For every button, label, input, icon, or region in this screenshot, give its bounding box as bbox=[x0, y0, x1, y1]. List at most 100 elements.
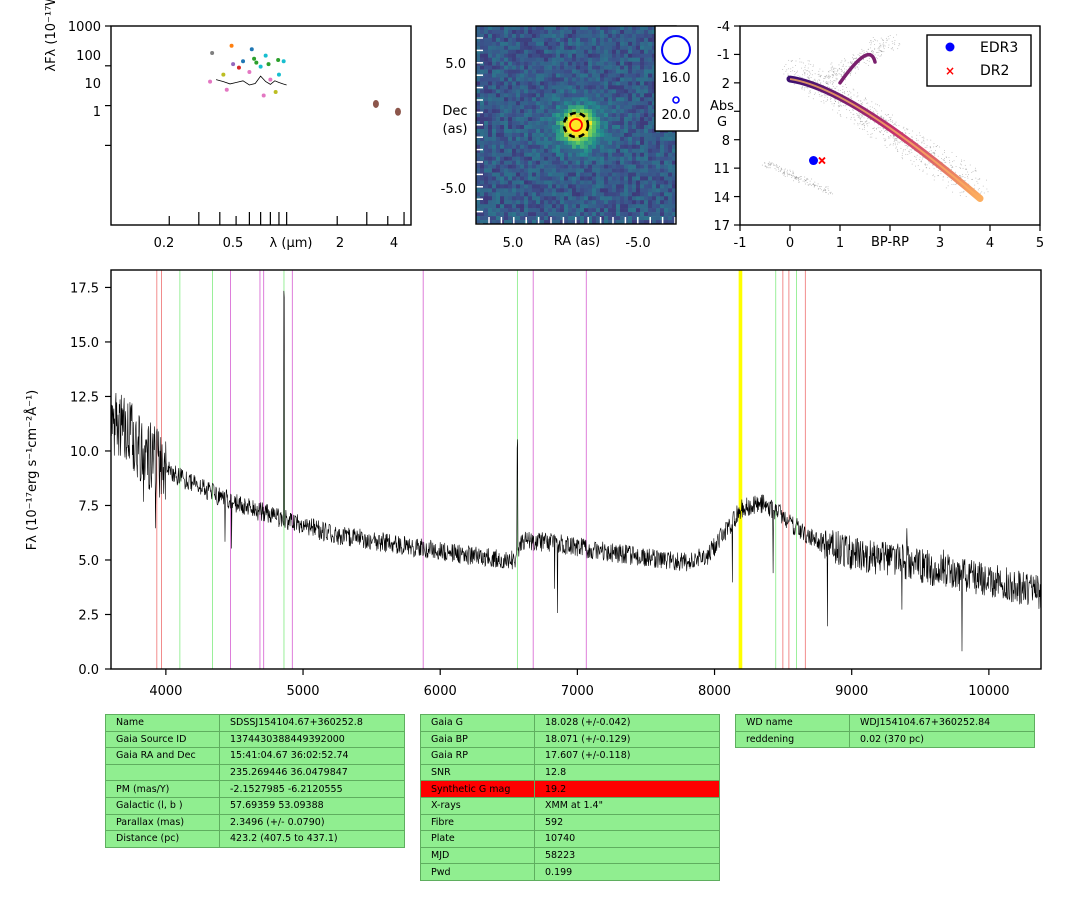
spectrum-trace bbox=[110, 290, 1042, 652]
sed-photometry-point bbox=[273, 89, 278, 94]
sed-photometry-point bbox=[221, 72, 226, 77]
hr-xtick-label: 0 bbox=[786, 236, 794, 251]
info-key: PM (mas/Y) bbox=[105, 780, 220, 798]
aperture-circle bbox=[562, 111, 590, 139]
info-key bbox=[105, 763, 220, 782]
spectrum-ytick-label: 12.5 bbox=[70, 390, 99, 405]
spectrum-ytick-label: 17.5 bbox=[70, 281, 99, 296]
sed-photometry-point bbox=[229, 43, 234, 48]
info-row: Gaia RP 17.607 (+/-0.118) bbox=[420, 747, 720, 765]
sed-xtick-label: 4 bbox=[390, 236, 398, 251]
spectrum-ytick-label: 10.0 bbox=[70, 445, 99, 460]
info-value: 423.2 (407.5 to 437.1) bbox=[219, 830, 405, 848]
info-row: Distance (pc) 423.2 (407.5 to 437.1) bbox=[105, 830, 405, 848]
target-marker bbox=[569, 118, 583, 132]
hr-giant-branch bbox=[838, 52, 877, 85]
info-key: Distance (pc) bbox=[105, 830, 220, 848]
info-row: X-rays XMM at 1.4" bbox=[420, 796, 720, 815]
hr-xtick-label: 5 bbox=[1036, 236, 1044, 251]
sed-ytick-label: 100 bbox=[76, 49, 101, 64]
spectrum-xtick-label: 4000 bbox=[149, 684, 182, 699]
info-row: Plate 10740 bbox=[420, 830, 720, 848]
hr-xtick-label: 1 bbox=[836, 236, 844, 251]
sed-y-label: λFλ (10⁻¹⁷W.m⁻²) bbox=[44, 0, 59, 72]
dr2-point bbox=[818, 156, 826, 165]
hr-frame bbox=[739, 25, 1041, 226]
hr-ytick-label: 8 bbox=[722, 134, 730, 149]
info-value: 0.199 bbox=[534, 863, 720, 881]
info-key: SNR bbox=[420, 763, 535, 782]
sed-photometry-point bbox=[276, 57, 281, 62]
sed-photometry-point bbox=[236, 65, 241, 70]
info-row: SNR 12.8 bbox=[420, 763, 720, 782]
spectrum-xtick-label: 6000 bbox=[424, 684, 457, 699]
spectrum-ytick-label: 5.0 bbox=[78, 554, 99, 569]
info-value: 15:41:04.67 36:02:52.74 bbox=[219, 747, 405, 765]
info-key: Synthetic G mag bbox=[420, 780, 535, 798]
info-value: XMM at 1.4" bbox=[534, 796, 720, 815]
hr-x-label: BP-RP bbox=[871, 235, 909, 250]
info-key: Galactic (l, b ) bbox=[105, 796, 220, 815]
info-row: WD name WDJ154104.67+360252.84 bbox=[735, 714, 1035, 732]
spectrum-panel: 0.0 2.5 5.0 7.5 10.0 12.5 15.0 17.5 4000 5000 6000… bbox=[24, 269, 1042, 699]
info-value: 0.02 (370 pc) bbox=[849, 730, 1035, 749]
sed-photometry-point bbox=[261, 93, 266, 98]
info-row: MJD 58223 bbox=[420, 846, 720, 865]
spectrum-xtick-label: 8000 bbox=[698, 684, 731, 699]
spectrum-xtick-label: 9000 bbox=[835, 684, 868, 699]
info-key: Gaia Source ID bbox=[105, 730, 220, 749]
sed-panel: λFλ (10⁻¹⁷W.m⁻²) λ (μm) 1000 100 10 1 0.… bbox=[44, 0, 412, 251]
info-value: 18.071 (+/-0.129) bbox=[534, 730, 720, 749]
info-row: reddening 0.02 (370 pc) bbox=[735, 730, 1035, 749]
info-key: Gaia RA and Dec bbox=[105, 747, 220, 765]
info-value: 17.607 (+/-0.118) bbox=[534, 747, 720, 765]
spectrum-xtick-label: 5000 bbox=[286, 684, 319, 699]
sed-photometry-point bbox=[231, 62, 236, 67]
info-row: Pwd 0.199 bbox=[420, 863, 720, 881]
image-xtick-label: -5.0 bbox=[625, 236, 650, 251]
info-key: Gaia G bbox=[420, 714, 535, 732]
info-key: Gaia RP bbox=[420, 747, 535, 765]
spectrum-ytick-label: 0.0 bbox=[78, 663, 99, 678]
sed-photometry-point bbox=[372, 99, 379, 108]
hr-xtick-label: 3 bbox=[936, 236, 944, 251]
spectrum-xtick-label: 10000 bbox=[968, 684, 1009, 699]
hr-xtick-label: 4 bbox=[986, 236, 994, 251]
info-table-wd: WD name WDJ154104.67+360252.84 reddening 0.… bbox=[735, 714, 1035, 749]
sed-xtick-label: 0.2 bbox=[154, 236, 175, 251]
hr-panel: EDR3 × DR2 -4 -1 2 8 11 14 17 Abs G -1 0… bbox=[710, 20, 1044, 251]
info-row: Gaia BP 18.071 (+/-0.129) bbox=[420, 730, 720, 749]
info-table-photometry: Gaia G 18.028 (+/-0.042) Gaia BP 18.071 (+/… bbox=[420, 714, 720, 881]
info-value: 57.69359 53.09388 bbox=[219, 796, 405, 815]
image-ylabel-line1: Dec bbox=[442, 104, 467, 119]
spectrum-ytick-label: 2.5 bbox=[78, 608, 99, 623]
dr2-legend-marker: × bbox=[945, 64, 955, 78]
sed-frame bbox=[110, 25, 412, 226]
sed-photometry-point bbox=[268, 77, 273, 82]
hr-ytick-label: 17 bbox=[713, 219, 730, 234]
image-ytick-label: 5.0 bbox=[445, 57, 466, 72]
sed-photometry-point bbox=[276, 72, 281, 77]
sed-photometry-point bbox=[258, 64, 263, 69]
sed-photometry-point bbox=[394, 107, 401, 116]
info-value: 58223 bbox=[534, 846, 720, 865]
edr3-legend-marker bbox=[945, 42, 955, 52]
info-key: WD name bbox=[735, 714, 850, 732]
info-row: Name SDSSJ154104.67+360252.8 bbox=[105, 714, 405, 732]
sed-ytick-label: 10 bbox=[84, 77, 101, 92]
sed-xtick-label: 0.5 bbox=[223, 236, 244, 251]
info-value: 18.028 (+/-0.042) bbox=[534, 714, 720, 732]
mag-16-label: 16.0 bbox=[662, 71, 691, 86]
image-xtick-label: 5.0 bbox=[503, 236, 524, 251]
dr2-legend-label: DR2 bbox=[980, 63, 1009, 79]
info-value: 2.3496 (+/- 0.0790) bbox=[219, 813, 405, 832]
sed-photometry-point bbox=[281, 59, 286, 64]
info-key: Name bbox=[105, 714, 220, 732]
spectrum-y-label: Fλ (10⁻¹⁷erg s⁻¹cm⁻²Å⁻¹) bbox=[24, 390, 40, 550]
sed-x-label: λ (μm) bbox=[270, 236, 313, 251]
sed-photometry-point bbox=[241, 59, 246, 64]
hr-ytick-label: 14 bbox=[713, 191, 730, 206]
spectrum-frame bbox=[110, 269, 1042, 670]
hr-ytick-label: 2 bbox=[722, 77, 730, 92]
info-row: Gaia G 18.028 (+/-0.042) bbox=[420, 714, 720, 732]
